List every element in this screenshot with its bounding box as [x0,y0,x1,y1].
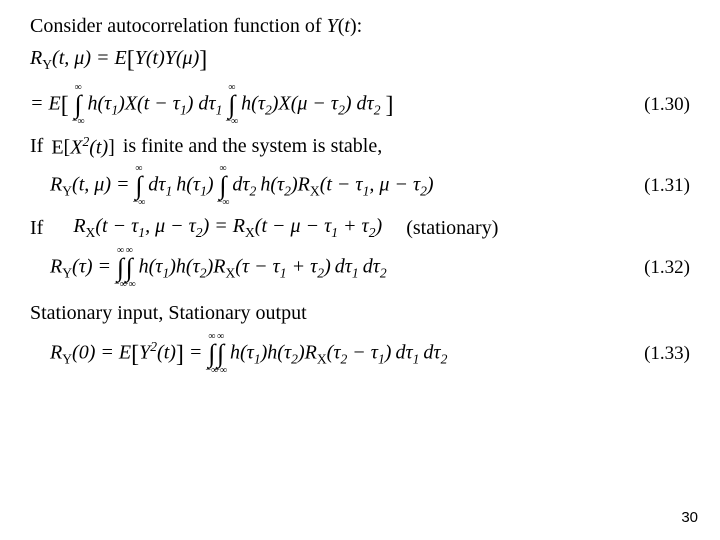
eq-1-31-body: RY(t, μ) = ∞∫−∞ dτ1 h(τ1) ∞∫−∞ dτ2 h(τ2)… [30,165,434,207]
stationary-label: (stationary) [406,217,498,240]
eqnum-1-31: (1.31) [644,175,690,197]
rx-stationary: RX(t − τ1, μ − τ2) = RX(t − μ − τ1 + τ2) [73,215,382,241]
eq-ry-def: RY(t, μ) = E[Y(t)Y(μ)] [30,44,690,78]
eq-1-33: RY(0) = E[Y2(t)] = ∞∫−∞∞∫−∞ h(τ1)h(τ2)RX… [30,333,690,375]
page-number: 30 [681,509,698,526]
condition-1: If E[X2(t)] is finite and the system is … [30,134,690,160]
intro-line: Consider autocorrelation function of Y(t… [30,12,690,40]
if1-post: is finite and the system is stable, [123,135,382,158]
eq-1-31: RY(t, μ) = ∞∫−∞ dτ1 h(τ1) ∞∫−∞ dτ2 h(τ2)… [30,165,690,207]
ex2: E[X2(t)] [51,134,114,160]
eq-1-30: = E[ ∞∫−∞ h(τ1)X(t − τ1) dτ1 ∞∫−∞ h(τ2)X… [30,84,690,126]
condition-2: If RX(t − τ1, μ − τ2) = RX(t − μ − τ1 + … [30,215,690,241]
eq-1-30-body: = E[ ∞∫−∞ h(τ1)X(t − τ1) dτ1 ∞∫−∞ h(τ2)X… [30,84,394,126]
eqnum-1-30: (1.30) [644,94,690,116]
if2: If [30,217,43,240]
eqnum-1-33: (1.33) [644,343,690,365]
if1-pre: If [30,135,43,158]
intro-text: Consider autocorrelation function of [30,15,327,37]
eq-1-33-body: RY(0) = E[Y2(t)] = ∞∫−∞∞∫−∞ h(τ1)h(τ2)RX… [30,333,447,375]
y-of-t: Y [327,15,338,37]
eq-1-32: RY(τ) = ∞∫−∞∞∫−∞ h(τ1)h(τ2)RX(τ − τ1 + τ… [30,247,690,289]
eq-1-32-body: RY(τ) = ∞∫−∞∞∫−∞ h(τ1)h(τ2)RX(τ − τ1 + τ… [30,247,387,289]
eqnum-1-32: (1.32) [644,257,690,279]
stationary-io: Stationary input, Stationary output [30,299,690,327]
